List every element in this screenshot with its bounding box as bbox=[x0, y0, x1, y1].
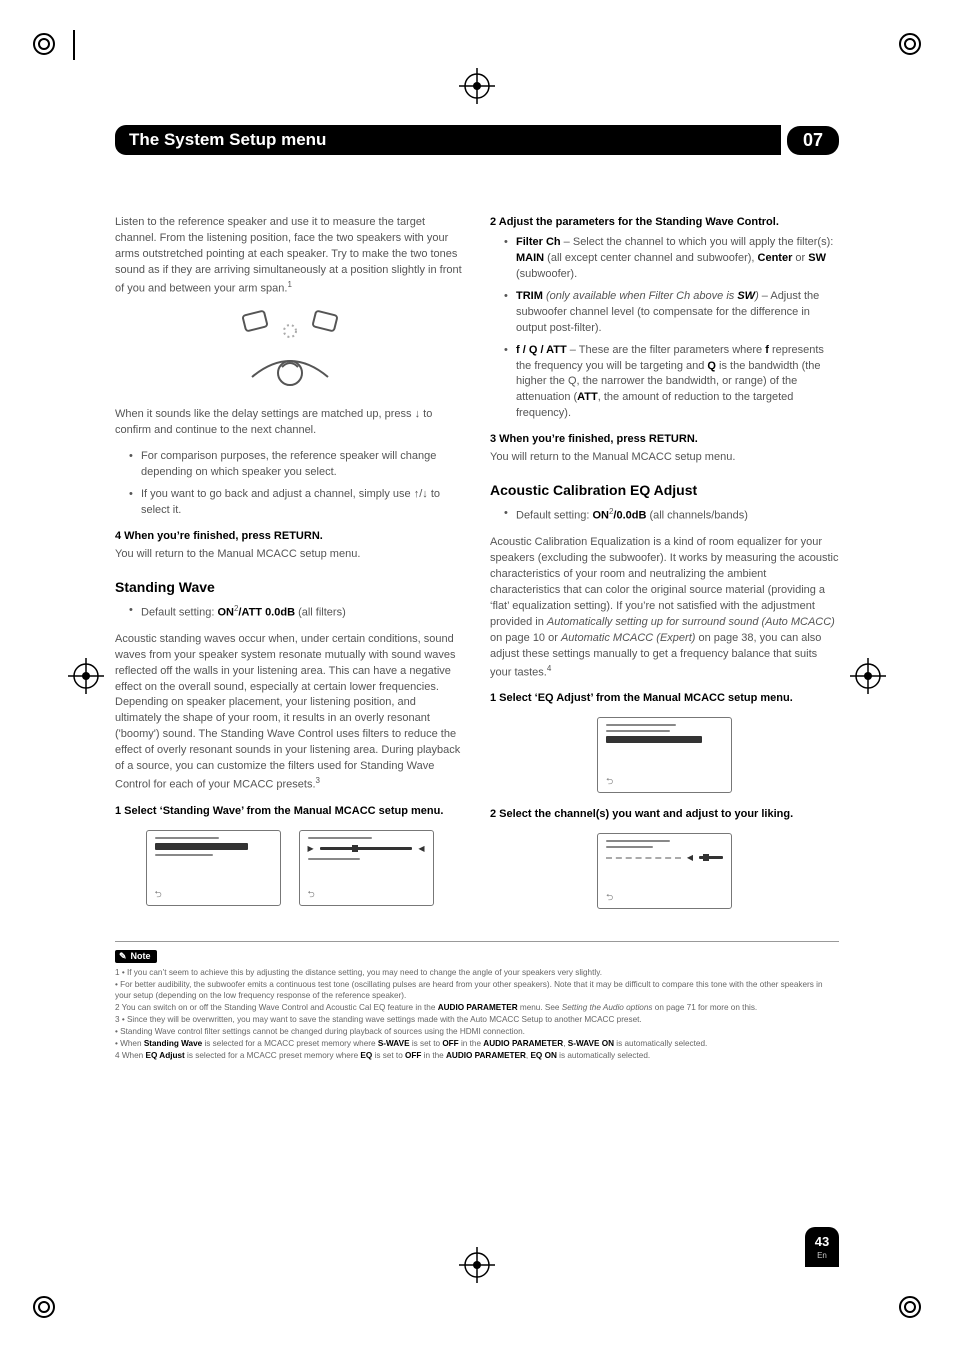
screen-sw-filter: ▶◀ ⮌ bbox=[299, 830, 434, 906]
crop-mark-tl bbox=[30, 30, 84, 84]
left-column: Listen to the reference speaker and use … bbox=[115, 215, 464, 923]
sw-screens: ⮌ ▶◀ ⮌ bbox=[115, 830, 464, 906]
speaker-diagram bbox=[115, 307, 464, 395]
bullet-goback: If you want to go back and adjust a chan… bbox=[129, 487, 464, 519]
screen-eq-menu: ⮌ bbox=[597, 717, 732, 793]
eq-screen-1-wrap: ⮌ bbox=[490, 717, 839, 793]
bullet-trim: TRIM (only available when Filter Ch abov… bbox=[504, 289, 839, 337]
eq-default-item: Default setting: ON2/0.0dB (all channels… bbox=[504, 506, 839, 525]
bullet-comparison: For comparison purposes, the reference s… bbox=[129, 449, 464, 481]
chapter-number: 07 bbox=[787, 126, 839, 155]
sw-step-1: 1 Select ‘Standing Wave’ from the Manual… bbox=[115, 804, 464, 820]
eq-step-1: 1 Select ‘EQ Adjust’ from the Manual MCA… bbox=[490, 691, 839, 707]
note-3b: • Standing Wave control filter settings … bbox=[115, 1026, 839, 1037]
eq-screen-2-wrap: ◀ ⮌ bbox=[490, 833, 839, 909]
sw-default: Default setting: ON2/ATT 0.0dB (all filt… bbox=[129, 603, 464, 622]
chapter-title: The System Setup menu bbox=[115, 125, 781, 155]
screen-eq-channel: ◀ ⮌ bbox=[597, 833, 732, 909]
bullet-fqatt: f / Q / ATT – These are the filter param… bbox=[504, 343, 839, 423]
bullet-filter-ch: Filter Ch – Select the channel to which … bbox=[504, 235, 839, 283]
step-4: 4 When you’re finished, press RETURN. bbox=[115, 529, 464, 545]
registration-mark-top bbox=[459, 68, 495, 104]
delay-bullets: For comparison purposes, the reference s… bbox=[129, 449, 464, 519]
heading-standing-wave: Standing Wave bbox=[115, 577, 464, 597]
crop-mark-bl bbox=[30, 1267, 84, 1321]
page-lang: En bbox=[817, 1251, 827, 1260]
registration-mark-right bbox=[850, 658, 886, 694]
note-1a: 1 • If you can’t seem to achieve this by… bbox=[115, 967, 839, 978]
body-columns: Listen to the reference speaker and use … bbox=[115, 215, 839, 923]
note-3c: • When Standing Wave is selected for a M… bbox=[115, 1038, 839, 1049]
note-2: 2 You can switch on or off the Standing … bbox=[115, 1002, 839, 1013]
page-number-badge: 43 En bbox=[805, 1227, 839, 1267]
intro-para: Listen to the reference speaker and use … bbox=[115, 215, 464, 297]
sw-step-3-sub: You will return to the Manual MCACC setu… bbox=[490, 450, 839, 466]
note-3a: 3 • Since they will be overwritten, you … bbox=[115, 1014, 839, 1025]
page-number: 43 bbox=[815, 1234, 829, 1249]
registration-mark-left bbox=[68, 658, 104, 694]
chapter-header: The System Setup menu 07 bbox=[115, 125, 839, 155]
crop-mark-tr bbox=[870, 30, 924, 84]
eq-step-2: 2 Select the channel(s) you want and adj… bbox=[490, 807, 839, 823]
sw-step-2: 2 Adjust the parameters for the Standing… bbox=[490, 215, 839, 231]
footnotes: 1 • If you can’t seem to achieve this by… bbox=[115, 967, 839, 1062]
right-column: 2 Adjust the parameters for the Standing… bbox=[490, 215, 839, 923]
sw-param-bullets: Filter Ch – Select the channel to which … bbox=[504, 235, 839, 422]
eq-default: Default setting: ON2/0.0dB (all channels… bbox=[504, 506, 839, 525]
sw-body: Acoustic standing waves occur when, unde… bbox=[115, 632, 464, 794]
confirm-para: When it sounds like the delay settings a… bbox=[115, 407, 464, 439]
note-badge: Note bbox=[115, 950, 157, 963]
sw-default-item: Default setting: ON2/ATT 0.0dB (all filt… bbox=[129, 603, 464, 622]
eq-body: Acoustic Calibration Equalization is a k… bbox=[490, 535, 839, 681]
note-1b: • For better audibility, the subwoofer e… bbox=[115, 979, 839, 1001]
notes-rule bbox=[115, 941, 839, 942]
note-4: 4 When EQ Adjust is selected for a MCACC… bbox=[115, 1050, 839, 1061]
step-4-sub: You will return to the Manual MCACC setu… bbox=[115, 547, 464, 563]
crop-mark-br bbox=[870, 1267, 924, 1321]
heading-eq-adjust: Acoustic Calibration EQ Adjust bbox=[490, 480, 839, 500]
screen-sw-menu: ⮌ bbox=[146, 830, 281, 906]
page-content: The System Setup menu 07 Listen to the r… bbox=[115, 125, 839, 1261]
sw-step-3: 3 When you’re finished, press RETURN. bbox=[490, 432, 839, 448]
